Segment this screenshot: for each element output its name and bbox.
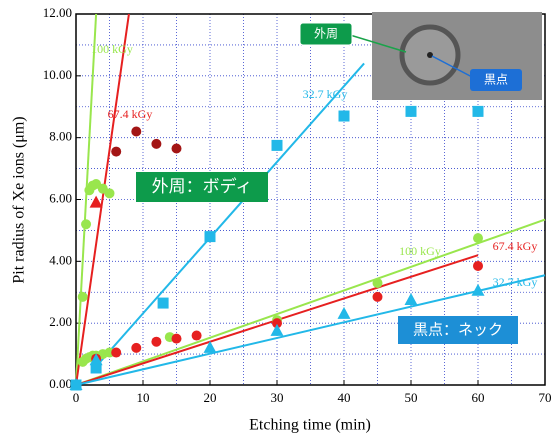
series-label: 67.4 kGy xyxy=(108,107,153,121)
point xyxy=(172,334,182,344)
point xyxy=(205,231,216,242)
x-tick-label: 40 xyxy=(338,390,351,405)
annotation: 黒点：ネック xyxy=(413,321,503,339)
x-tick-label: 20 xyxy=(204,390,217,405)
page: {"chart_data":{"type":"scatter", "xlabel… xyxy=(0,0,560,444)
series-label: 32.7 kGy xyxy=(493,275,538,289)
fit-line xyxy=(76,220,545,385)
y-tick-label: 4.00 xyxy=(49,252,72,267)
x-tick-label: 60 xyxy=(472,390,485,405)
point xyxy=(473,233,483,243)
point xyxy=(111,348,121,358)
point xyxy=(373,292,383,302)
y-tick-label: 2.00 xyxy=(49,314,72,329)
inset-label: 外周 xyxy=(314,27,338,41)
point xyxy=(192,331,202,341)
y-tick-label: 0.00 xyxy=(49,376,72,391)
point xyxy=(272,140,283,151)
x-axis-title: Etching time (min) xyxy=(249,417,371,434)
point xyxy=(81,219,91,229)
y-tick-label: 8.00 xyxy=(49,129,72,144)
point xyxy=(105,188,115,198)
y-tick-label: 6.00 xyxy=(49,190,72,205)
point xyxy=(373,278,383,288)
x-tick-label: 0 xyxy=(73,390,80,405)
point xyxy=(151,337,161,347)
point xyxy=(151,139,161,149)
x-tick-label: 70 xyxy=(539,390,552,405)
y-axis-title: Pit radius of Xe ions (μm) xyxy=(11,116,28,283)
point xyxy=(78,292,88,302)
point xyxy=(172,143,182,153)
point xyxy=(405,293,418,305)
point xyxy=(473,106,484,117)
chart: Etching time (min) Pit radius of Xe ions… xyxy=(0,0,560,439)
x-tick-label: 10 xyxy=(137,390,150,405)
point xyxy=(158,298,169,309)
y-tick-label: 12.00 xyxy=(43,5,72,20)
fit-line xyxy=(76,14,129,385)
dot xyxy=(427,52,433,58)
annotation: 外周：ボディ xyxy=(152,176,253,197)
point xyxy=(338,307,351,319)
point xyxy=(131,126,141,136)
point xyxy=(473,261,483,271)
x-tick-label: 50 xyxy=(405,390,418,405)
point xyxy=(131,343,141,353)
series-label: 100 kGy xyxy=(399,244,441,258)
series-label: 67.4 kGy xyxy=(493,239,538,253)
point xyxy=(339,111,350,122)
inset-label: 黒点 xyxy=(484,73,508,87)
point xyxy=(90,196,103,208)
series-label: 32.7 kGy xyxy=(303,87,348,101)
point xyxy=(406,106,417,117)
series-label: 100 kGy xyxy=(91,42,133,56)
point xyxy=(111,147,121,157)
point xyxy=(271,324,284,336)
y-tick-label: 10.00 xyxy=(43,67,72,82)
x-tick-label: 30 xyxy=(271,390,284,405)
